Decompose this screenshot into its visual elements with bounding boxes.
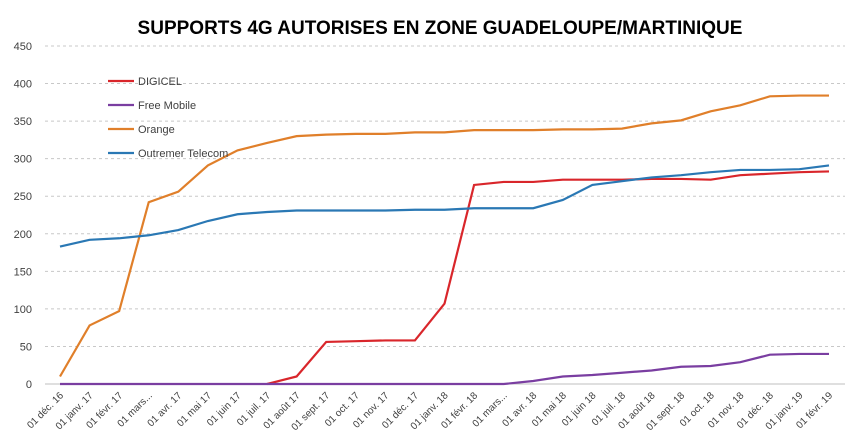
y-tick-label: 400 (14, 79, 32, 91)
y-tick-label: 350 (14, 116, 32, 128)
legend-label: Free Mobile (138, 100, 196, 112)
legend-label: Outremer Telecom (138, 148, 228, 160)
series-line (59, 94, 829, 378)
y-tick-label: 100 (14, 304, 32, 316)
chart-title: SUPPORTS 4G AUTORISES EN ZONE GUADELOUPE… (138, 18, 743, 39)
y-tick-label: 250 (14, 191, 32, 203)
legend-label: Orange (138, 124, 175, 136)
y-tick-label: 450 (14, 41, 32, 53)
series-line (59, 164, 830, 248)
y-tick-label: 50 (20, 341, 32, 353)
y-tick-label: 200 (14, 229, 32, 241)
legend-label: DIGICEL (138, 76, 182, 88)
series-line (60, 352, 829, 386)
series-line (266, 170, 830, 386)
y-tick-label: 300 (14, 154, 32, 166)
y-tick-label: 0 (26, 379, 32, 391)
y-tick-label: 150 (14, 266, 32, 278)
